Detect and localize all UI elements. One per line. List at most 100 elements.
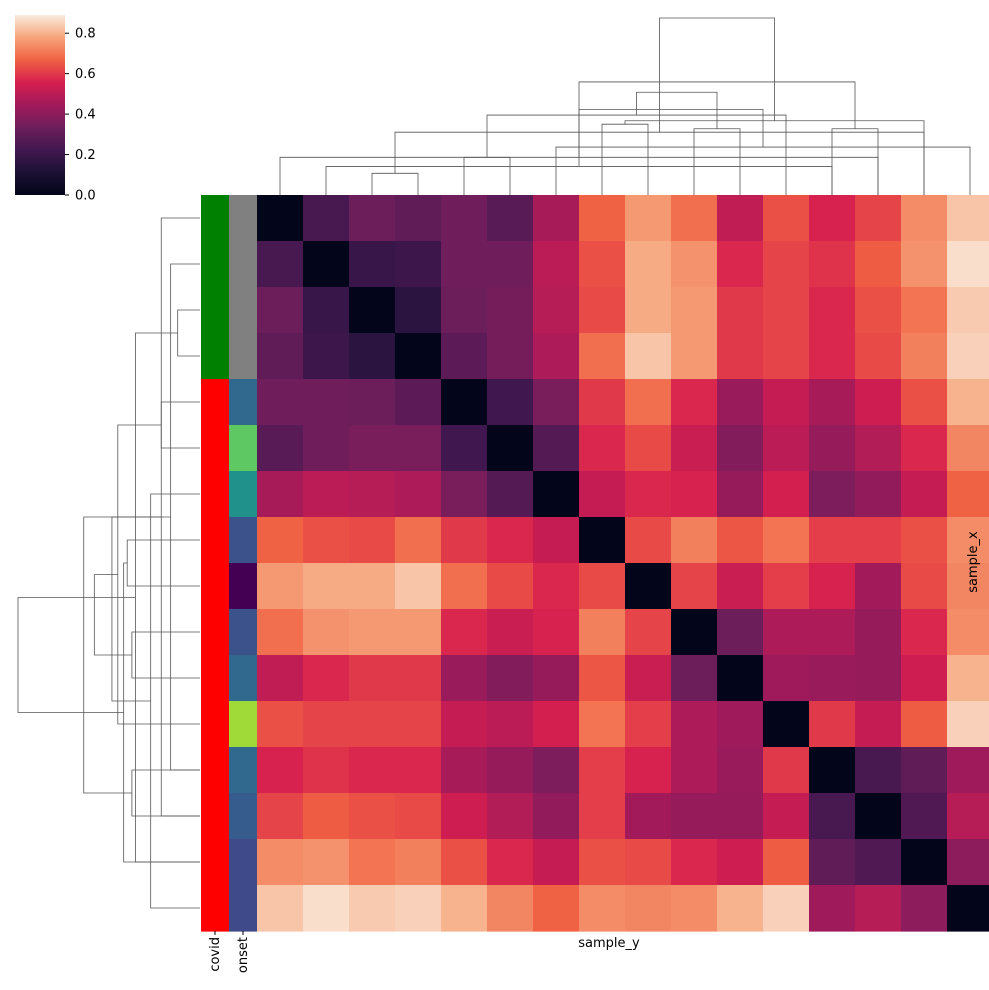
covid-color-cell [201,793,229,840]
onset-color-cell [229,885,257,932]
heatmap-cell [625,655,672,702]
heatmap-cell [257,885,304,932]
heatmap-cell [533,241,580,288]
covid-color-cell [201,701,229,748]
heatmap-cell [395,793,442,840]
heatmap-cell [579,701,626,748]
heatmap-cell [579,747,626,794]
heatmap-cell [763,701,810,748]
heatmap-cell [579,885,626,932]
heatmap-cell [349,241,396,288]
heatmap-cell [809,471,856,518]
heatmap-cell [763,885,810,932]
heatmap-cell [763,379,810,426]
heatmap-cell [395,241,442,288]
heatmap-cell [533,655,580,702]
col-dendrogram-link [636,91,718,129]
heatmap-cell [303,839,350,886]
heatmap-cell [257,287,304,334]
heatmap-cell [441,701,488,748]
heatmap-cell [533,287,580,334]
heatmap-cell [901,333,948,380]
heatmap-cell [625,885,672,932]
heatmap-cell [947,793,989,840]
heatmap-cell [441,609,488,656]
heatmap-cell [303,333,350,380]
heatmap-cell [855,195,902,242]
heatmap-cell [349,517,396,564]
heatmap-cell [257,701,304,748]
heatmap-cell [303,517,350,564]
row-color-annotations [201,195,257,932]
heatmap-cell [717,287,764,334]
heatmap-cell [901,195,948,242]
heatmap-cell [257,517,304,564]
heatmap-cell [809,379,856,426]
heatmap-cell [487,701,534,748]
row-dendrogram-link [83,516,171,794]
heatmap-cell [487,471,534,518]
heatmap-cell [257,379,304,426]
heatmap-cell [809,287,856,334]
onset-color-cell [229,701,257,748]
heatmap-cell [625,563,672,610]
heatmap-cell [349,885,396,932]
onset-color-cell [229,425,257,472]
heatmap-cell [763,655,810,702]
heatmap-cell [349,471,396,518]
onset-color-cell [229,379,257,426]
onset-color-cell [229,793,257,840]
heatmap-cell [717,701,764,748]
heatmap-cell [487,195,534,242]
row-dendrogram-link [131,631,200,679]
heatmap-cell [671,701,718,748]
heatmap-cell [349,195,396,242]
heatmap-cell [303,471,350,518]
col-dendrogram-link [601,123,649,195]
heatmap-cell [395,655,442,702]
heatmap-cell [947,609,989,656]
heatmap-cell [809,747,856,794]
heatmap-cell [717,425,764,472]
heatmap-cell [809,609,856,656]
heatmap-cell [395,609,442,656]
heatmap-cell [303,425,350,472]
heatmap-cell [809,563,856,610]
heatmap-cell [303,241,350,288]
heatmap-cell [579,333,626,380]
onset-color-cell [229,563,257,610]
heatmap-cell [625,379,672,426]
heatmap-cell [303,609,350,656]
onset-color-cell [229,609,257,656]
heatmap-cell [579,517,626,564]
covid-color-cell [201,563,229,610]
heatmap-cell [441,747,488,794]
heatmap-cell [901,793,948,840]
heatmap-cell [395,425,442,472]
row-dendrogram-link [131,769,200,817]
heatmap-cell [809,655,856,702]
heatmap-cell [257,471,304,518]
heatmap-cell [625,241,672,288]
heatmap-cell [487,609,534,656]
onset-color-cell [229,333,257,380]
heatmap-cell [487,425,534,472]
colorbar-tick-label: 0.6 [75,67,96,82]
heatmap-cell [809,333,856,380]
heatmap-cell [533,839,580,886]
heatmap-cell [809,793,856,840]
heatmap-cell [947,241,989,288]
heatmap-cell [671,747,718,794]
onset-color-cell [229,287,257,334]
heatmap-cell [487,655,534,702]
heatmap-cell [855,425,902,472]
heatmap-cell [855,379,902,426]
heatmap-cell [441,563,488,610]
heatmap-cell [441,517,488,564]
heatmap-cell [717,747,764,794]
heatmap-cell [625,517,672,564]
heatmap-cell [855,609,902,656]
row-dendrogram [17,217,200,909]
heatmap-cell [671,241,718,288]
heatmap-cell [349,609,396,656]
